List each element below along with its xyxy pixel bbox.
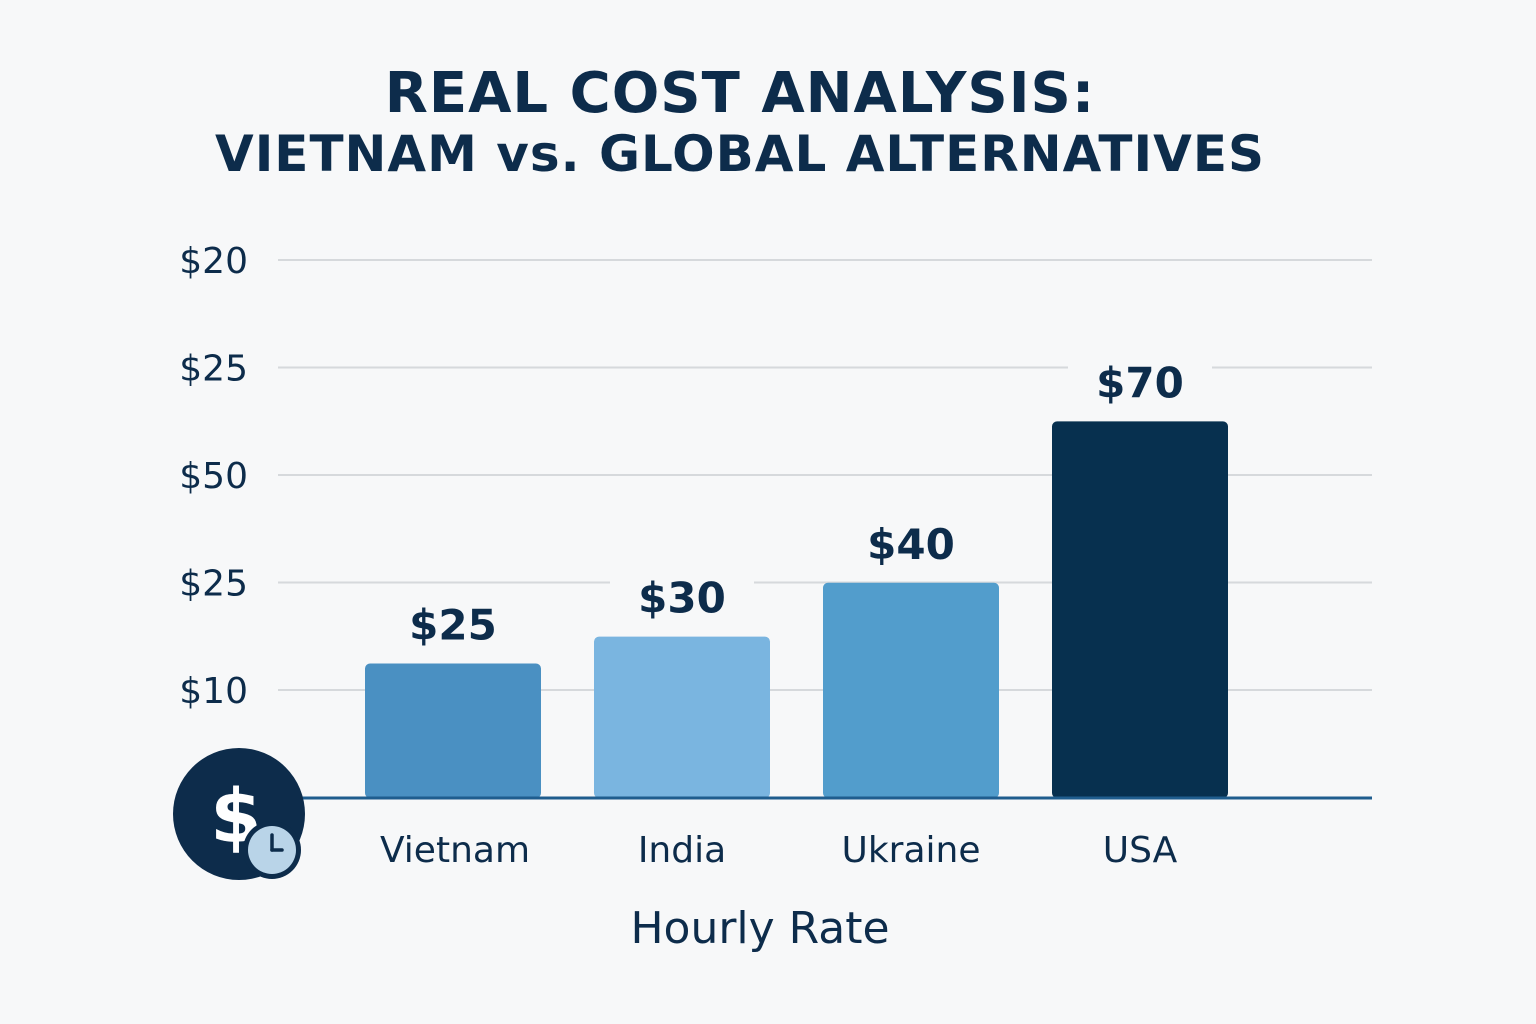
category-label: Vietnam bbox=[380, 830, 530, 871]
title-line-2: VIETNAM vs. GLOBAL ALTERNATIVES bbox=[215, 125, 1265, 184]
y-axis-ticks: $20 $25 $50 $25 $10 bbox=[179, 241, 248, 712]
bar-vietnam bbox=[365, 663, 541, 798]
value-label-background bbox=[839, 512, 983, 569]
y-tick-label: $20 bbox=[179, 241, 248, 282]
category-labels: Vietnam India Ukraine USA bbox=[380, 830, 1178, 871]
y-tick-label: $25 bbox=[179, 564, 248, 605]
value-label: $70 bbox=[1096, 358, 1184, 407]
value-label: $30 bbox=[638, 574, 726, 623]
y-tick-label: $25 bbox=[179, 349, 248, 390]
chart-title: REAL COST ANALYSIS: VIETNAM vs. GLOBAL A… bbox=[0, 61, 1480, 184]
value-label-background bbox=[1068, 351, 1212, 408]
category-label: Ukraine bbox=[841, 830, 980, 871]
category-label: USA bbox=[1103, 830, 1178, 871]
category-label: India bbox=[638, 830, 726, 871]
y-tick-label: $10 bbox=[179, 671, 248, 712]
bars bbox=[365, 421, 1228, 798]
y-tick-label: $50 bbox=[179, 456, 248, 497]
bar-ukraine bbox=[823, 582, 999, 798]
value-labels: $25 $30 $40 $70 bbox=[381, 351, 1212, 650]
value-label: $25 bbox=[409, 601, 497, 650]
x-axis-title: Hourly Rate bbox=[630, 903, 889, 954]
title-line-1: REAL COST ANALYSIS: bbox=[384, 61, 1096, 126]
value-label-background bbox=[610, 566, 754, 623]
value-label-background bbox=[381, 593, 525, 650]
bar-usa bbox=[1052, 421, 1228, 798]
value-label: $40 bbox=[867, 520, 955, 569]
bar-india bbox=[594, 636, 770, 798]
dollar-clock-icon: $ bbox=[172, 747, 306, 883]
